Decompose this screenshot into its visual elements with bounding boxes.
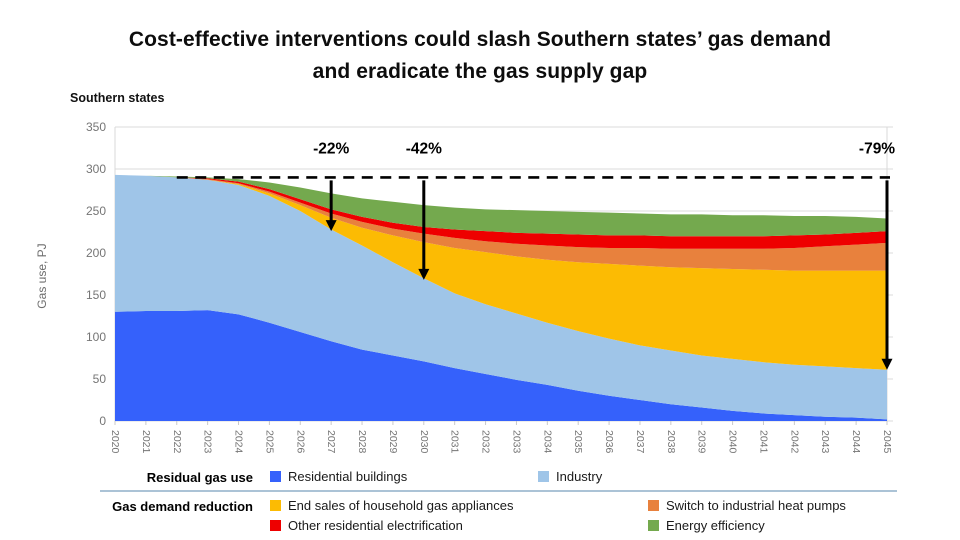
x-tick-label: 2021 bbox=[140, 430, 152, 454]
legend-item-other-electrification: Other residential electrification bbox=[270, 518, 463, 534]
reduction-arrowhead bbox=[418, 268, 430, 280]
y-tick-label: 50 bbox=[93, 372, 107, 386]
y-tick-label: 100 bbox=[86, 330, 106, 344]
reduction-label: -79% bbox=[859, 140, 895, 157]
industry-swatch bbox=[538, 471, 549, 482]
reduction-label: -42% bbox=[406, 140, 442, 157]
x-tick-label: 2034 bbox=[541, 430, 553, 454]
x-tick-label: 2039 bbox=[696, 430, 708, 454]
gas-demand-stacked-area-chart: 0 50 100 150 200 250 300 350 2020 2021 2022 2023 202… bbox=[35, 120, 895, 454]
reduction-arrowhead bbox=[881, 358, 893, 370]
energy-efficiency-swatch bbox=[648, 520, 659, 531]
chart-title-line2: and eradicate the gas supply gap bbox=[312, 60, 648, 83]
x-tick-label: 2033 bbox=[510, 430, 522, 454]
x-tick-label: 2043 bbox=[819, 430, 831, 454]
x-tick-label: 2044 bbox=[850, 430, 862, 454]
x-tick-label: 2023 bbox=[202, 430, 214, 454]
chart-title: Cost-effective interventions could slash… bbox=[0, 24, 960, 88]
x-tick-label: 2040 bbox=[727, 430, 739, 454]
legend-item-label: End sales of household gas appliances bbox=[288, 498, 514, 513]
legend-item-industry: Industry bbox=[538, 469, 602, 485]
x-tick-label: 2027 bbox=[325, 430, 337, 454]
x-tick-label: 2045 bbox=[881, 430, 893, 454]
x-tick-label: 2037 bbox=[634, 430, 646, 454]
y-tick-label: 350 bbox=[86, 120, 106, 134]
x-tick-label: 2020 bbox=[109, 430, 121, 454]
area-end-sales-of-household-gas-appliances bbox=[115, 174, 887, 370]
legend-item-end-sales: End sales of household gas appliances bbox=[270, 498, 514, 514]
x-tick-label: 2035 bbox=[572, 430, 584, 454]
legend-item-label: Industry bbox=[556, 469, 603, 484]
legend-group-reduction: Gas demand reduction bbox=[112, 499, 253, 514]
other-electrification-swatch bbox=[270, 520, 281, 531]
chart-subtitle: Southern states bbox=[70, 91, 165, 105]
legend-divider-line bbox=[100, 490, 897, 492]
reduction-label: -22% bbox=[313, 140, 349, 157]
y-axis-title: Gas use, PJ bbox=[35, 243, 49, 308]
x-tick-label: 2024 bbox=[233, 430, 245, 454]
chart-title-line1: Cost-effective interventions could slash… bbox=[128, 28, 832, 51]
x-tick-label: 2028 bbox=[356, 430, 368, 454]
x-tick-label: 2025 bbox=[263, 430, 275, 454]
legend-item-residential-buildings: Residential buildings bbox=[270, 469, 407, 485]
residential-buildings-swatch bbox=[270, 471, 281, 482]
legend-group-residual: Residual gas use bbox=[146, 470, 253, 485]
y-tick-label: 300 bbox=[86, 162, 106, 176]
x-tick-label: 2031 bbox=[449, 430, 461, 454]
end-sales-swatch bbox=[270, 500, 281, 511]
legend-item-label: Residential buildings bbox=[288, 469, 408, 484]
y-tick-label: 200 bbox=[86, 246, 106, 260]
area-energy-efficiency bbox=[115, 174, 887, 237]
legend-item-label: Other residential electrification bbox=[288, 518, 463, 533]
x-tick-label: 2041 bbox=[757, 430, 769, 454]
area-other-residential-electrification bbox=[115, 174, 887, 249]
legend-item-heat-pumps: Switch to industrial heat pumps bbox=[648, 498, 846, 514]
x-tick-label: 2036 bbox=[603, 430, 615, 454]
y-tick-label: 250 bbox=[86, 204, 106, 218]
area-switch-to-industrial-heat-pumps bbox=[115, 174, 887, 271]
y-tick-label: 150 bbox=[86, 288, 106, 302]
heat-pumps-swatch bbox=[648, 500, 659, 511]
legend-item-label: Energy efficiency bbox=[666, 518, 765, 533]
x-tick-label: 2026 bbox=[294, 430, 306, 454]
legend-item-label: Switch to industrial heat pumps bbox=[666, 498, 846, 513]
x-tick-label: 2030 bbox=[418, 430, 430, 454]
x-tick-label: 2038 bbox=[665, 430, 677, 454]
legend-item-energy-efficiency: Energy efficiency bbox=[648, 518, 765, 534]
area-residential-buildings bbox=[115, 310, 887, 421]
x-tick-label: 2032 bbox=[480, 430, 492, 454]
x-tick-label: 2022 bbox=[171, 430, 183, 454]
y-tick-label: 0 bbox=[99, 414, 106, 428]
reduction-arrowhead bbox=[325, 220, 337, 232]
area-industry bbox=[115, 174, 887, 420]
x-tick-label: 2029 bbox=[387, 430, 399, 454]
x-tick-label: 2042 bbox=[788, 430, 800, 454]
